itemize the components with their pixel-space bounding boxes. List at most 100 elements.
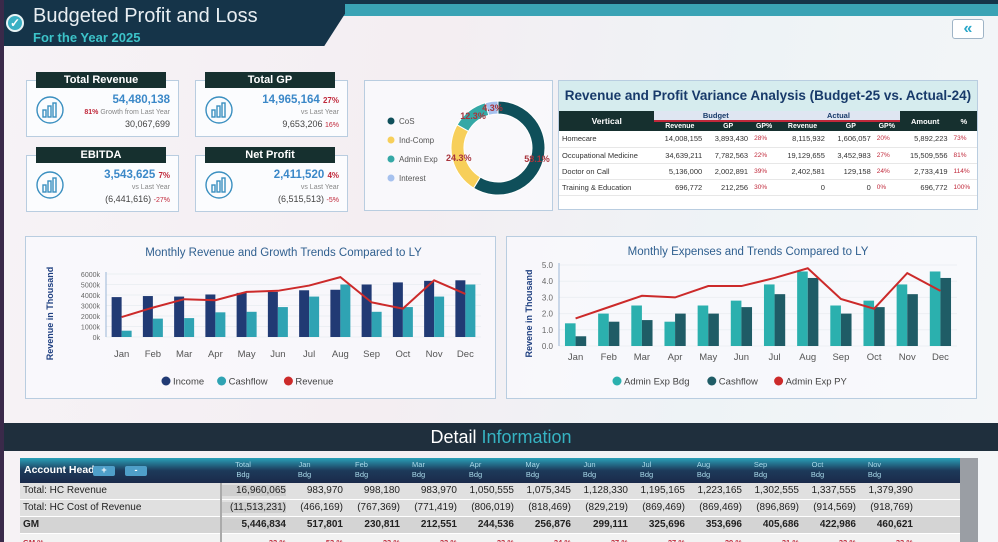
table-cell: 3,893,430 [705,131,752,148]
kpi-comparison-label: vs Last Year [300,109,339,116]
table-cell: 30% [751,179,778,196]
table-cell: (806,019) [471,502,514,513]
kpi-value-number: 14,965,164 [262,94,320,106]
table-cell: 29 % [687,538,742,542]
table-cell: (818,469) [528,502,571,513]
bar-income [361,284,372,337]
table-cell: 100% [950,179,977,196]
expand-button[interactable]: + [93,466,115,476]
y-tick-label: 1.0 [542,326,554,335]
kpi-value: 3,543,625 7% [104,169,170,181]
kpi-previous-value: (6,441,616) [105,194,152,204]
kpi-value-pct: 7% [158,171,170,180]
table-cell: 73% [950,131,977,148]
column-header-type: Bdg [525,470,540,479]
legend-swatch [707,376,717,386]
y-tick-label: 4000k [81,293,101,300]
table-cell: 27% [873,147,900,164]
y-tick-label: 3000k [81,304,101,311]
x-tick-label: Dec [457,349,474,360]
donut-data-label: 58.1% [524,154,550,164]
subcol-gp-pct: GP% [751,121,778,131]
kpi-value-number: 54,480,138 [112,94,170,106]
y-tick-label: 5000k [81,283,101,290]
bar-cashflow [434,296,445,337]
bar-cashflow [121,330,132,337]
table-cell: 405,686 [762,519,799,530]
vertical-scrollbar[interactable] [960,458,978,542]
legend-label: Interest [399,174,426,183]
bar-cashflow [608,321,620,346]
column-header-type: Bdg [696,470,711,479]
detail-title-accent: Information [481,427,572,447]
y-tick-label: 6000k [81,272,101,279]
expense-donut-panel: CoS Ind-Comp Admin Exp Interest 58.1% 24.3% 12… [364,80,553,211]
bar-cashflow [774,294,786,346]
bar-admin-exp-bdg [797,271,808,346]
bar-cashflow [465,284,476,337]
column-header-month: Jul [641,460,652,469]
page-title: Budgeted Profit and Loss [33,5,258,27]
row-label: Total: HC Revenue [23,485,107,496]
chart-title: Monthly Expenses and Trends Compared to … [628,246,869,258]
x-tick-label: Sep [832,352,849,363]
y-tick-label: 1000k [81,325,101,332]
variance-title: Revenue and Profit Variance Analysis (Bu… [559,81,977,111]
table-cell: (771,419) [414,502,457,513]
collapse-button[interactable]: - [125,466,147,476]
column-header-month: Total [235,460,251,469]
detail-table: Account Head + - Total Bdg Jan Bdg Feb Bdg Mar… [20,458,978,542]
column-header-apr: Apr Bdg [459,460,492,480]
detail-title: Detail [430,427,477,447]
header-accent-bar [330,4,998,16]
bar-admin-exp-bdg [564,323,576,346]
bar-income [111,297,122,337]
x-tick-label: Oct [395,349,410,360]
table-cell: 32 % [222,538,286,542]
legend-swatch-admin exp [387,155,395,163]
bar-income [142,296,153,337]
legend-swatch-interest [387,174,395,182]
double-chevron-left-icon: « [963,20,973,37]
bar-income [267,291,278,337]
table-cell: 5,446,834 [222,519,286,530]
table-cell: 24% [873,163,900,180]
back-button[interactable]: « [952,19,984,39]
bar-cashflow [309,296,320,337]
kpi-previous-value: 9,653,206 [282,119,323,129]
table-cell: 129,158 [827,163,874,180]
column-header-type: Bdg [354,470,369,479]
legend-label: CoS [399,117,415,126]
table-cell: 31 % [744,538,799,542]
bar-income [392,282,403,337]
table-cell: 256,876 [534,519,571,530]
legend-swatch-cos [387,117,395,125]
table-cell: 244,536 [477,519,514,530]
revenue-trend-chart: Monthly Revenue and Growth Trends Compar… [25,236,496,399]
x-tick-label: Apr [668,352,683,363]
column-header-sep: Sep Bdg [744,460,777,480]
table-cell: 1,337,555 [811,485,857,496]
bar-income [299,290,310,337]
kpi-card-net-profit: 2,411,520 4% vs Last Year (6,515,513) -5% [195,155,348,212]
table-cell: 2,733,419 [899,163,951,180]
bar-admin-exp-bdg [664,321,676,346]
x-tick-label: Jun [270,349,285,360]
table-cell: 2,002,891 [705,163,752,180]
detail-table-header: Account Head + - Total Bdg Jan Bdg Feb Bdg Mar… [20,458,960,483]
legend-swatch [283,376,293,386]
table-cell: 5,136,000 [654,163,706,180]
kpi-previous: 9,653,206 16% [282,119,339,129]
x-tick-label: Aug [332,349,349,360]
legend-label: Ind-Comp [399,136,435,145]
label-cell-bg [20,534,222,542]
y-axis-label: Revene in Thousand [524,269,534,357]
column-header-month: Apr [469,460,482,469]
kpi-value-pct: 4% [327,171,339,180]
x-tick-label: Oct [867,352,882,363]
table-cell: 696,772 [654,179,706,196]
table-cell: 1,606,057 [827,131,874,148]
table-cell: 1,302,555 [754,485,800,496]
table-cell: (896,869) [756,502,799,513]
legend-swatch [774,376,784,386]
